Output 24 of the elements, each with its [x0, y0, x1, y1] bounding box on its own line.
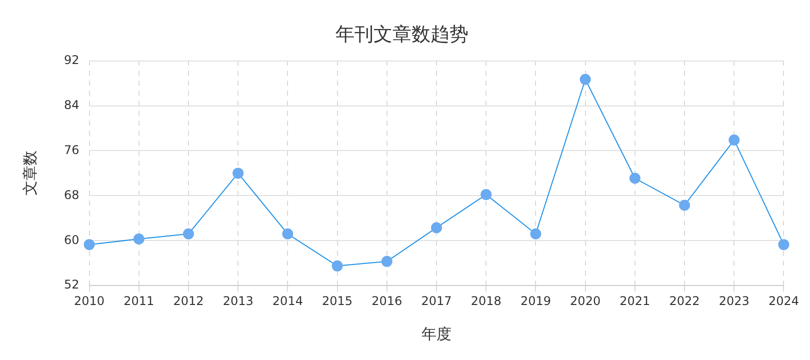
x-tick-label: 2023 [718, 294, 750, 308]
chart-title: 年刊文章数趋势 [336, 23, 468, 46]
x-tick-label: 2019 [520, 294, 551, 308]
x-tick-label: 2017 [421, 294, 452, 308]
x-tick-label: 2010 [74, 294, 105, 308]
y-tick-label: 76 [64, 142, 80, 157]
x-axis-title: 年度 [422, 324, 452, 343]
x-tick-label: 2020 [570, 294, 601, 308]
y-tick-label: 92 [64, 52, 80, 67]
x-tick-label: 2013 [222, 294, 254, 308]
y-axis-title: 文章数 [20, 150, 39, 196]
x-tick-label: 2015 [322, 294, 353, 308]
y-tick-label: 68 [64, 188, 80, 202]
x-tick-label: 2014 [272, 294, 303, 308]
x-tick-label: 2024 [768, 294, 800, 308]
x-tick-label: 2021 [620, 294, 650, 308]
x-tick-label: 2022 [669, 294, 700, 308]
y-tick-label: 84 [64, 98, 80, 112]
y-tick-label: 52 [64, 278, 80, 292]
x-tick-label: 2012 [173, 294, 204, 308]
y-tick-label: 60 [64, 232, 80, 247]
x-tick-label: 2011 [124, 294, 154, 308]
x-tick-label: 2018 [470, 294, 502, 308]
x-tick-label: 2016 [372, 294, 402, 308]
